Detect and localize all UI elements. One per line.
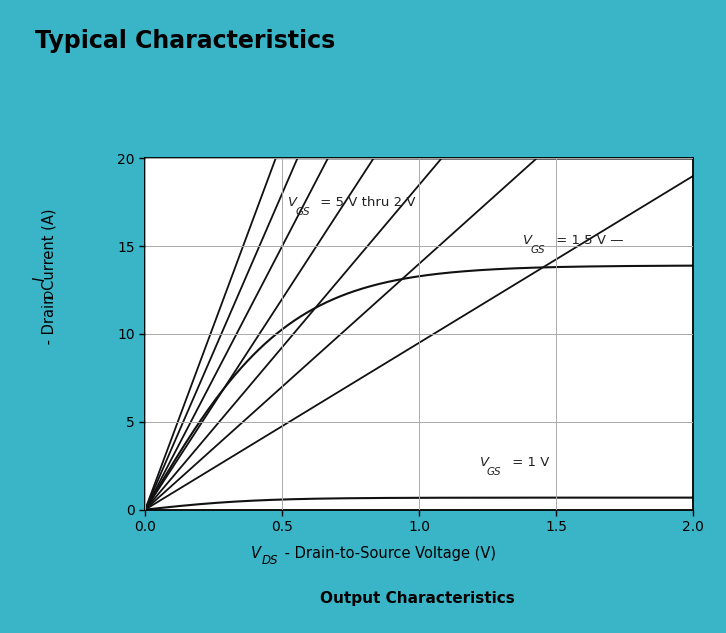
Text: GS: GS (295, 207, 310, 217)
Text: V: V (523, 234, 533, 248)
Text: - Drain-to-Source Voltage (V): - Drain-to-Source Voltage (V) (280, 546, 496, 561)
Text: Typical Characteristics: Typical Characteristics (35, 29, 335, 53)
Text: - Drain Current (A): - Drain Current (A) (41, 208, 56, 349)
Text: V: V (250, 546, 261, 561)
Text: DS: DS (261, 554, 278, 567)
Text: GS: GS (531, 246, 545, 256)
Text: = 1.5 V —: = 1.5 V — (552, 234, 624, 248)
Text: GS: GS (487, 467, 502, 477)
Text: = 1 V: = 1 V (508, 456, 550, 468)
Text: V: V (287, 196, 297, 209)
Text: V: V (480, 456, 489, 468)
Text: D: D (44, 290, 57, 299)
Text: Output Characteristics: Output Characteristics (320, 591, 515, 606)
Text: I: I (33, 277, 47, 280)
Text: = 5 V thru 2 V: = 5 V thru 2 V (317, 196, 416, 209)
